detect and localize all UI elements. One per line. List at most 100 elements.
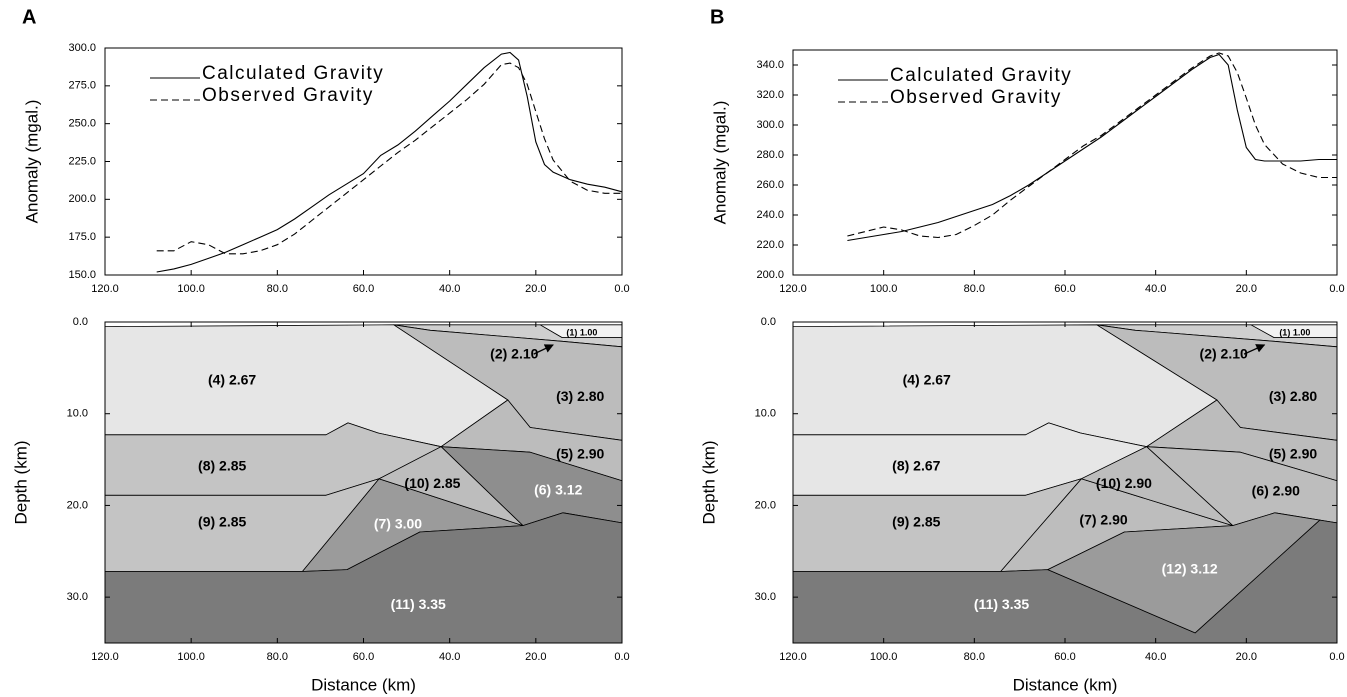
legend-label: Calculated Gravity bbox=[202, 63, 384, 84]
y-tick-label: 0.0 bbox=[761, 316, 776, 328]
body-label: (12) 3.12 bbox=[1162, 560, 1218, 576]
rock-body bbox=[378, 446, 524, 526]
x-tick-label: 40.0 bbox=[1145, 283, 1166, 295]
y-axis-title: Depth (km) bbox=[699, 440, 718, 524]
x-tick-label: 60.0 bbox=[1054, 283, 1075, 295]
gravity-line bbox=[847, 53, 1337, 242]
x-tick-label: 0.0 bbox=[1329, 651, 1344, 663]
y-tick-label: 20.0 bbox=[755, 499, 776, 511]
x-tick-label: 120.0 bbox=[779, 283, 807, 295]
x-tick-label: 40.0 bbox=[1145, 651, 1166, 663]
pointer-arrow bbox=[1243, 344, 1266, 355]
x-tick-label: 80.0 bbox=[964, 283, 985, 295]
y-tick-label: 300.0 bbox=[68, 42, 96, 54]
x-tick-label: 80.0 bbox=[267, 651, 288, 663]
x-axis-title: Distance (km) bbox=[1013, 675, 1118, 694]
body-label: (10) 2.90 bbox=[1096, 475, 1152, 491]
body-label: (9) 2.85 bbox=[198, 514, 246, 530]
x-tick-label: 20.0 bbox=[1236, 283, 1257, 295]
body-label: (2) 2.10 bbox=[1200, 346, 1248, 362]
legend-label: Observed Gravity bbox=[890, 87, 1062, 108]
y-tick-label: 340.0 bbox=[756, 59, 784, 71]
x-tick-label: 60.0 bbox=[353, 651, 374, 663]
x-tick-label: 0.0 bbox=[614, 283, 629, 295]
y-tick-label: 20.0 bbox=[67, 499, 88, 511]
legend-label: Observed Gravity bbox=[202, 85, 374, 106]
y-tick-label: 275.0 bbox=[68, 80, 96, 92]
x-tick-label: 80.0 bbox=[267, 283, 288, 295]
y-tick-label: 10.0 bbox=[67, 408, 88, 420]
body-label: (8) 2.85 bbox=[198, 458, 246, 474]
y-tick-label: 200.0 bbox=[756, 269, 784, 281]
x-tick-label: 120.0 bbox=[91, 283, 119, 295]
y-tick-label: 10.0 bbox=[755, 408, 776, 420]
body-label: (3) 2.80 bbox=[1269, 388, 1317, 404]
body-label: (9) 2.85 bbox=[892, 514, 940, 530]
body-label: (5) 2.90 bbox=[556, 446, 604, 462]
body-label: (3) 2.80 bbox=[556, 388, 604, 404]
y-tick-label: 320.0 bbox=[756, 89, 784, 101]
y-axis-title: Depth (km) bbox=[11, 440, 30, 524]
y-axis-title: Anomaly (mgal.) bbox=[710, 101, 729, 225]
rock-body bbox=[1047, 512, 1321, 634]
body-label: (6) 2.90 bbox=[1252, 482, 1300, 498]
y-tick-label: 150.0 bbox=[68, 269, 96, 281]
gravity-line bbox=[156, 62, 622, 255]
x-tick-label: 0.0 bbox=[1329, 283, 1344, 295]
x-tick-label: 0.0 bbox=[614, 651, 629, 663]
body-label: (1) 1.00 bbox=[1279, 327, 1310, 337]
x-tick-label: 120.0 bbox=[91, 651, 119, 663]
x-tick-label: 40.0 bbox=[439, 651, 460, 663]
x-tick-label: 60.0 bbox=[1054, 651, 1075, 663]
x-tick-label: 60.0 bbox=[353, 283, 374, 295]
section-chart: (1) 1.00 (2) 2.10 (3) 2.80 (4) 2.67 (5) 2.90… bbox=[11, 316, 629, 695]
body-label: (7) 2.90 bbox=[1079, 512, 1127, 528]
y-tick-label: 240.0 bbox=[756, 209, 784, 221]
y-tick-label: 220.0 bbox=[756, 239, 784, 251]
y-tick-label: 300.0 bbox=[756, 119, 784, 131]
x-tick-label: 20.0 bbox=[525, 283, 546, 295]
y-tick-label: 0.0 bbox=[73, 316, 88, 328]
x-tick-label: 40.0 bbox=[439, 283, 460, 295]
legend-label: Calculated Gravity bbox=[890, 65, 1072, 86]
body-label: (11) 3.35 bbox=[391, 596, 446, 612]
x-tick-label: 100.0 bbox=[177, 651, 205, 663]
y-tick-label: 250.0 bbox=[68, 118, 96, 130]
y-tick-label: 200.0 bbox=[68, 193, 96, 205]
x-tick-label: 20.0 bbox=[525, 651, 546, 663]
x-tick-label: 20.0 bbox=[1236, 651, 1257, 663]
y-tick-label: 30.0 bbox=[67, 591, 88, 603]
body-label: (4) 2.67 bbox=[903, 371, 951, 387]
y-tick-label: 225.0 bbox=[68, 155, 96, 167]
x-tick-label: 120.0 bbox=[779, 651, 807, 663]
body-label: (8) 2.67 bbox=[892, 458, 940, 474]
body-label: (7) 3.00 bbox=[374, 515, 422, 531]
y-axis-title: Anomaly (mgal.) bbox=[22, 100, 41, 224]
body-label: (4) 2.67 bbox=[208, 371, 256, 387]
pointer-arrow bbox=[533, 344, 554, 355]
y-tick-label: 30.0 bbox=[755, 591, 776, 603]
panel-label: B bbox=[710, 6, 724, 28]
section-chart: (1) 1.00 (2) 2.10 (3) 2.80 (4) 2.67 (5) 2.90… bbox=[699, 316, 1344, 695]
x-tick-label: 100.0 bbox=[870, 651, 898, 663]
x-axis-title: Distance (km) bbox=[311, 675, 416, 694]
body-label: (11) 3.35 bbox=[974, 596, 1029, 612]
body-label: (10) 2.85 bbox=[404, 475, 460, 491]
y-tick-label: 260.0 bbox=[756, 179, 784, 191]
body-label: (1) 1.00 bbox=[566, 327, 597, 337]
gravity-line bbox=[156, 51, 623, 273]
x-tick-label: 80.0 bbox=[964, 651, 985, 663]
panel-label: A bbox=[22, 6, 36, 28]
y-tick-label: 175.0 bbox=[68, 231, 96, 243]
body-label: (6) 3.12 bbox=[534, 481, 582, 497]
body-label: (5) 2.90 bbox=[1269, 446, 1317, 462]
gravity-line bbox=[847, 52, 1337, 239]
rock-body bbox=[1080, 446, 1234, 526]
body-label: (2) 2.10 bbox=[490, 346, 538, 362]
x-tick-label: 100.0 bbox=[177, 283, 205, 295]
y-tick-label: 280.0 bbox=[756, 149, 784, 161]
x-tick-label: 100.0 bbox=[870, 283, 898, 295]
